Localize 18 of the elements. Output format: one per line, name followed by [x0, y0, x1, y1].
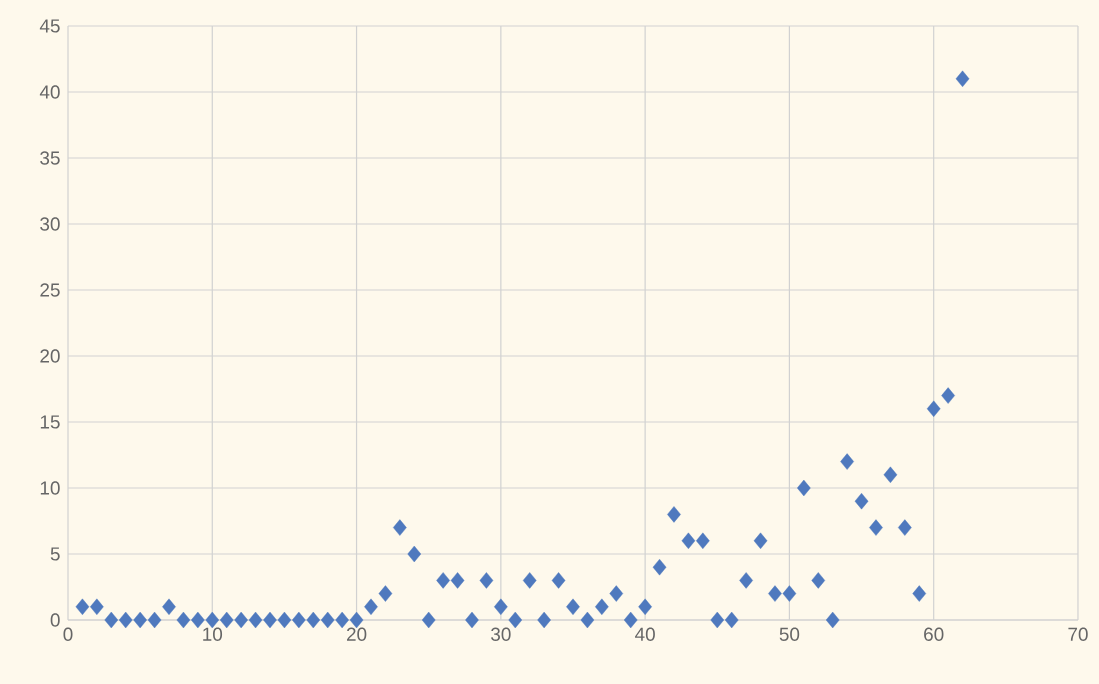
x-tick-label: 0 — [63, 627, 73, 641]
x-tick-label: 30 — [491, 627, 511, 641]
y-tick-label: 30 — [40, 217, 60, 231]
x-tick-label: 40 — [635, 627, 655, 641]
x-tick-label: 60 — [924, 627, 944, 641]
y-tick-label: 20 — [40, 349, 60, 363]
y-tick-label: 45 — [39, 19, 60, 33]
y-tick-label: 15 — [40, 415, 60, 429]
y-tick-label: 5 — [50, 547, 60, 561]
y-tick-label: 40 — [39, 85, 60, 99]
y-tick-label: 0 — [50, 613, 60, 627]
x-tick-label: 20 — [346, 627, 367, 641]
x-tick-label: 10 — [203, 627, 223, 641]
y-tick-label: 25 — [40, 283, 60, 297]
x-tick-label: 50 — [779, 627, 800, 641]
y-tick-label: 10 — [40, 481, 60, 495]
y-tick-label: 35 — [40, 151, 60, 165]
x-tick-label: 70 — [1068, 627, 1088, 641]
